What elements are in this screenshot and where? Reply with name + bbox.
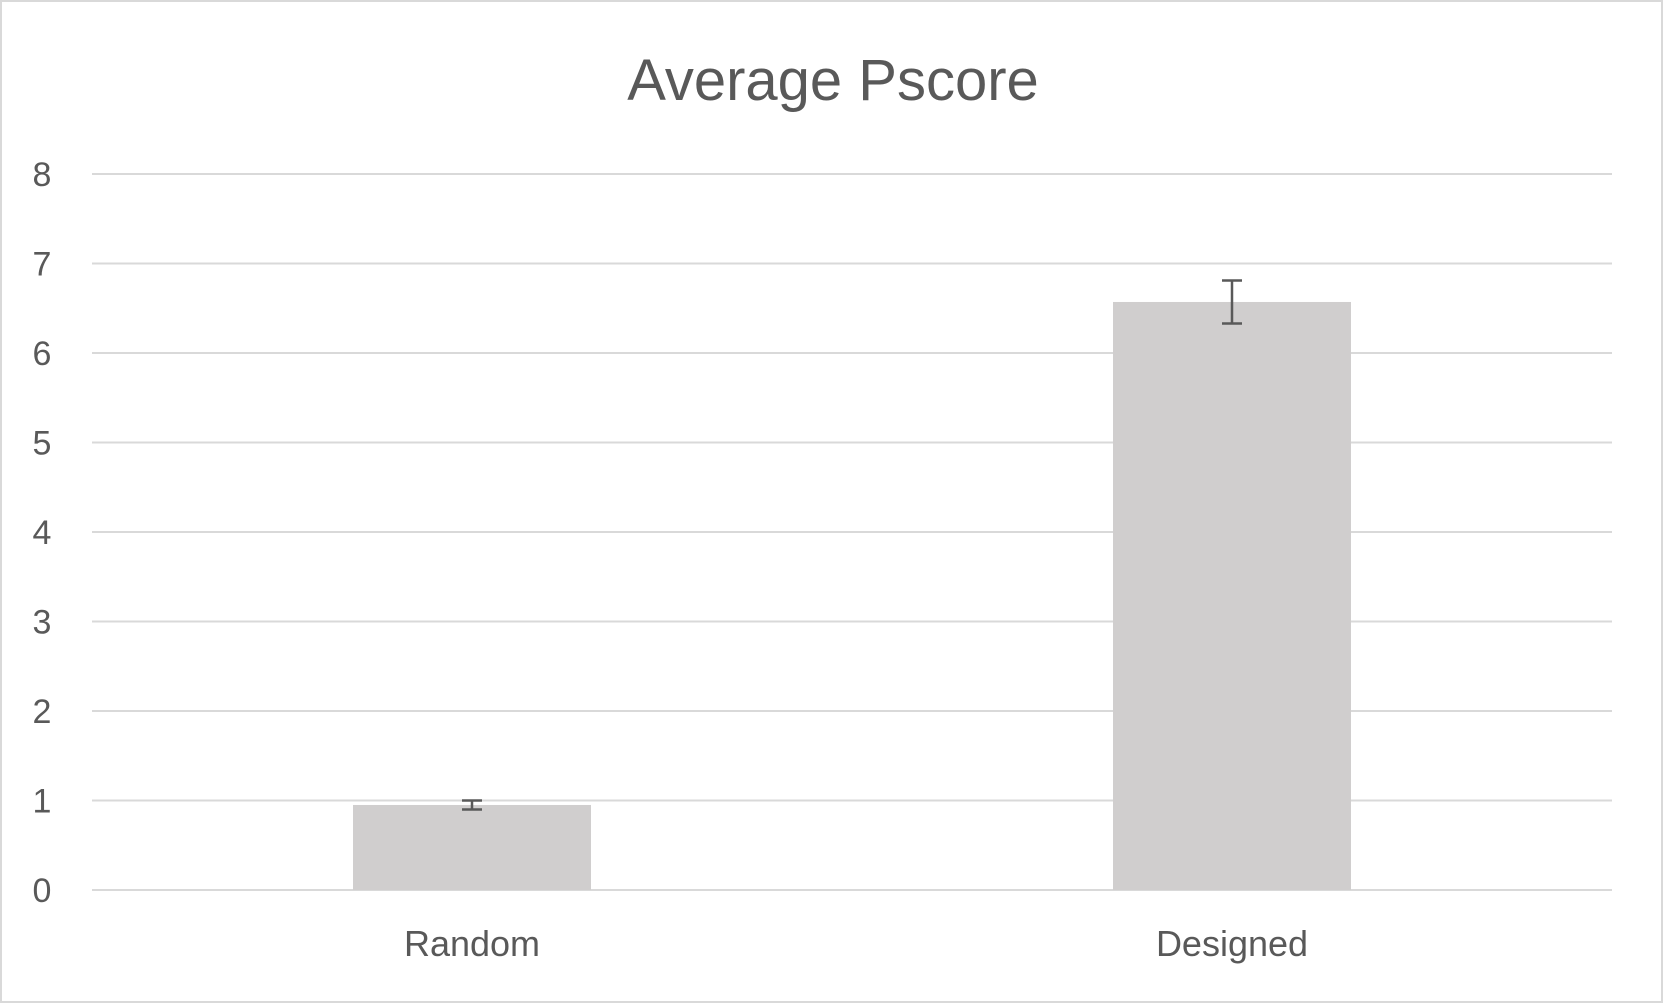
x-category-label: Random [404, 923, 540, 964]
gridlines [92, 173, 1612, 891]
y-tick-label: 3 [33, 604, 52, 642]
y-tick-label: 7 [33, 246, 52, 284]
bar-designed [1113, 301, 1351, 890]
y-tick-label: 2 [33, 693, 52, 731]
x-category-label: Designed [1156, 923, 1308, 964]
y-tick-label: 0 [33, 872, 52, 910]
y-tick-label: 8 [33, 156, 52, 194]
bars [353, 301, 1351, 890]
y-tick-label: 5 [33, 425, 52, 463]
y-tick-label: 1 [33, 783, 52, 821]
bar-random [353, 804, 591, 890]
error-bar-random [462, 799, 482, 811]
y-tick-label: 4 [33, 514, 52, 552]
y-tick-label: 6 [33, 335, 52, 373]
x-axis-categories: Random Designed [404, 923, 1308, 964]
error-bar-designed [1222, 279, 1242, 325]
chart-title: Average Pscore [627, 48, 1039, 113]
error-bars [462, 279, 1242, 811]
y-axis-ticks: 0 1 2 3 4 5 6 7 8 [33, 156, 52, 910]
